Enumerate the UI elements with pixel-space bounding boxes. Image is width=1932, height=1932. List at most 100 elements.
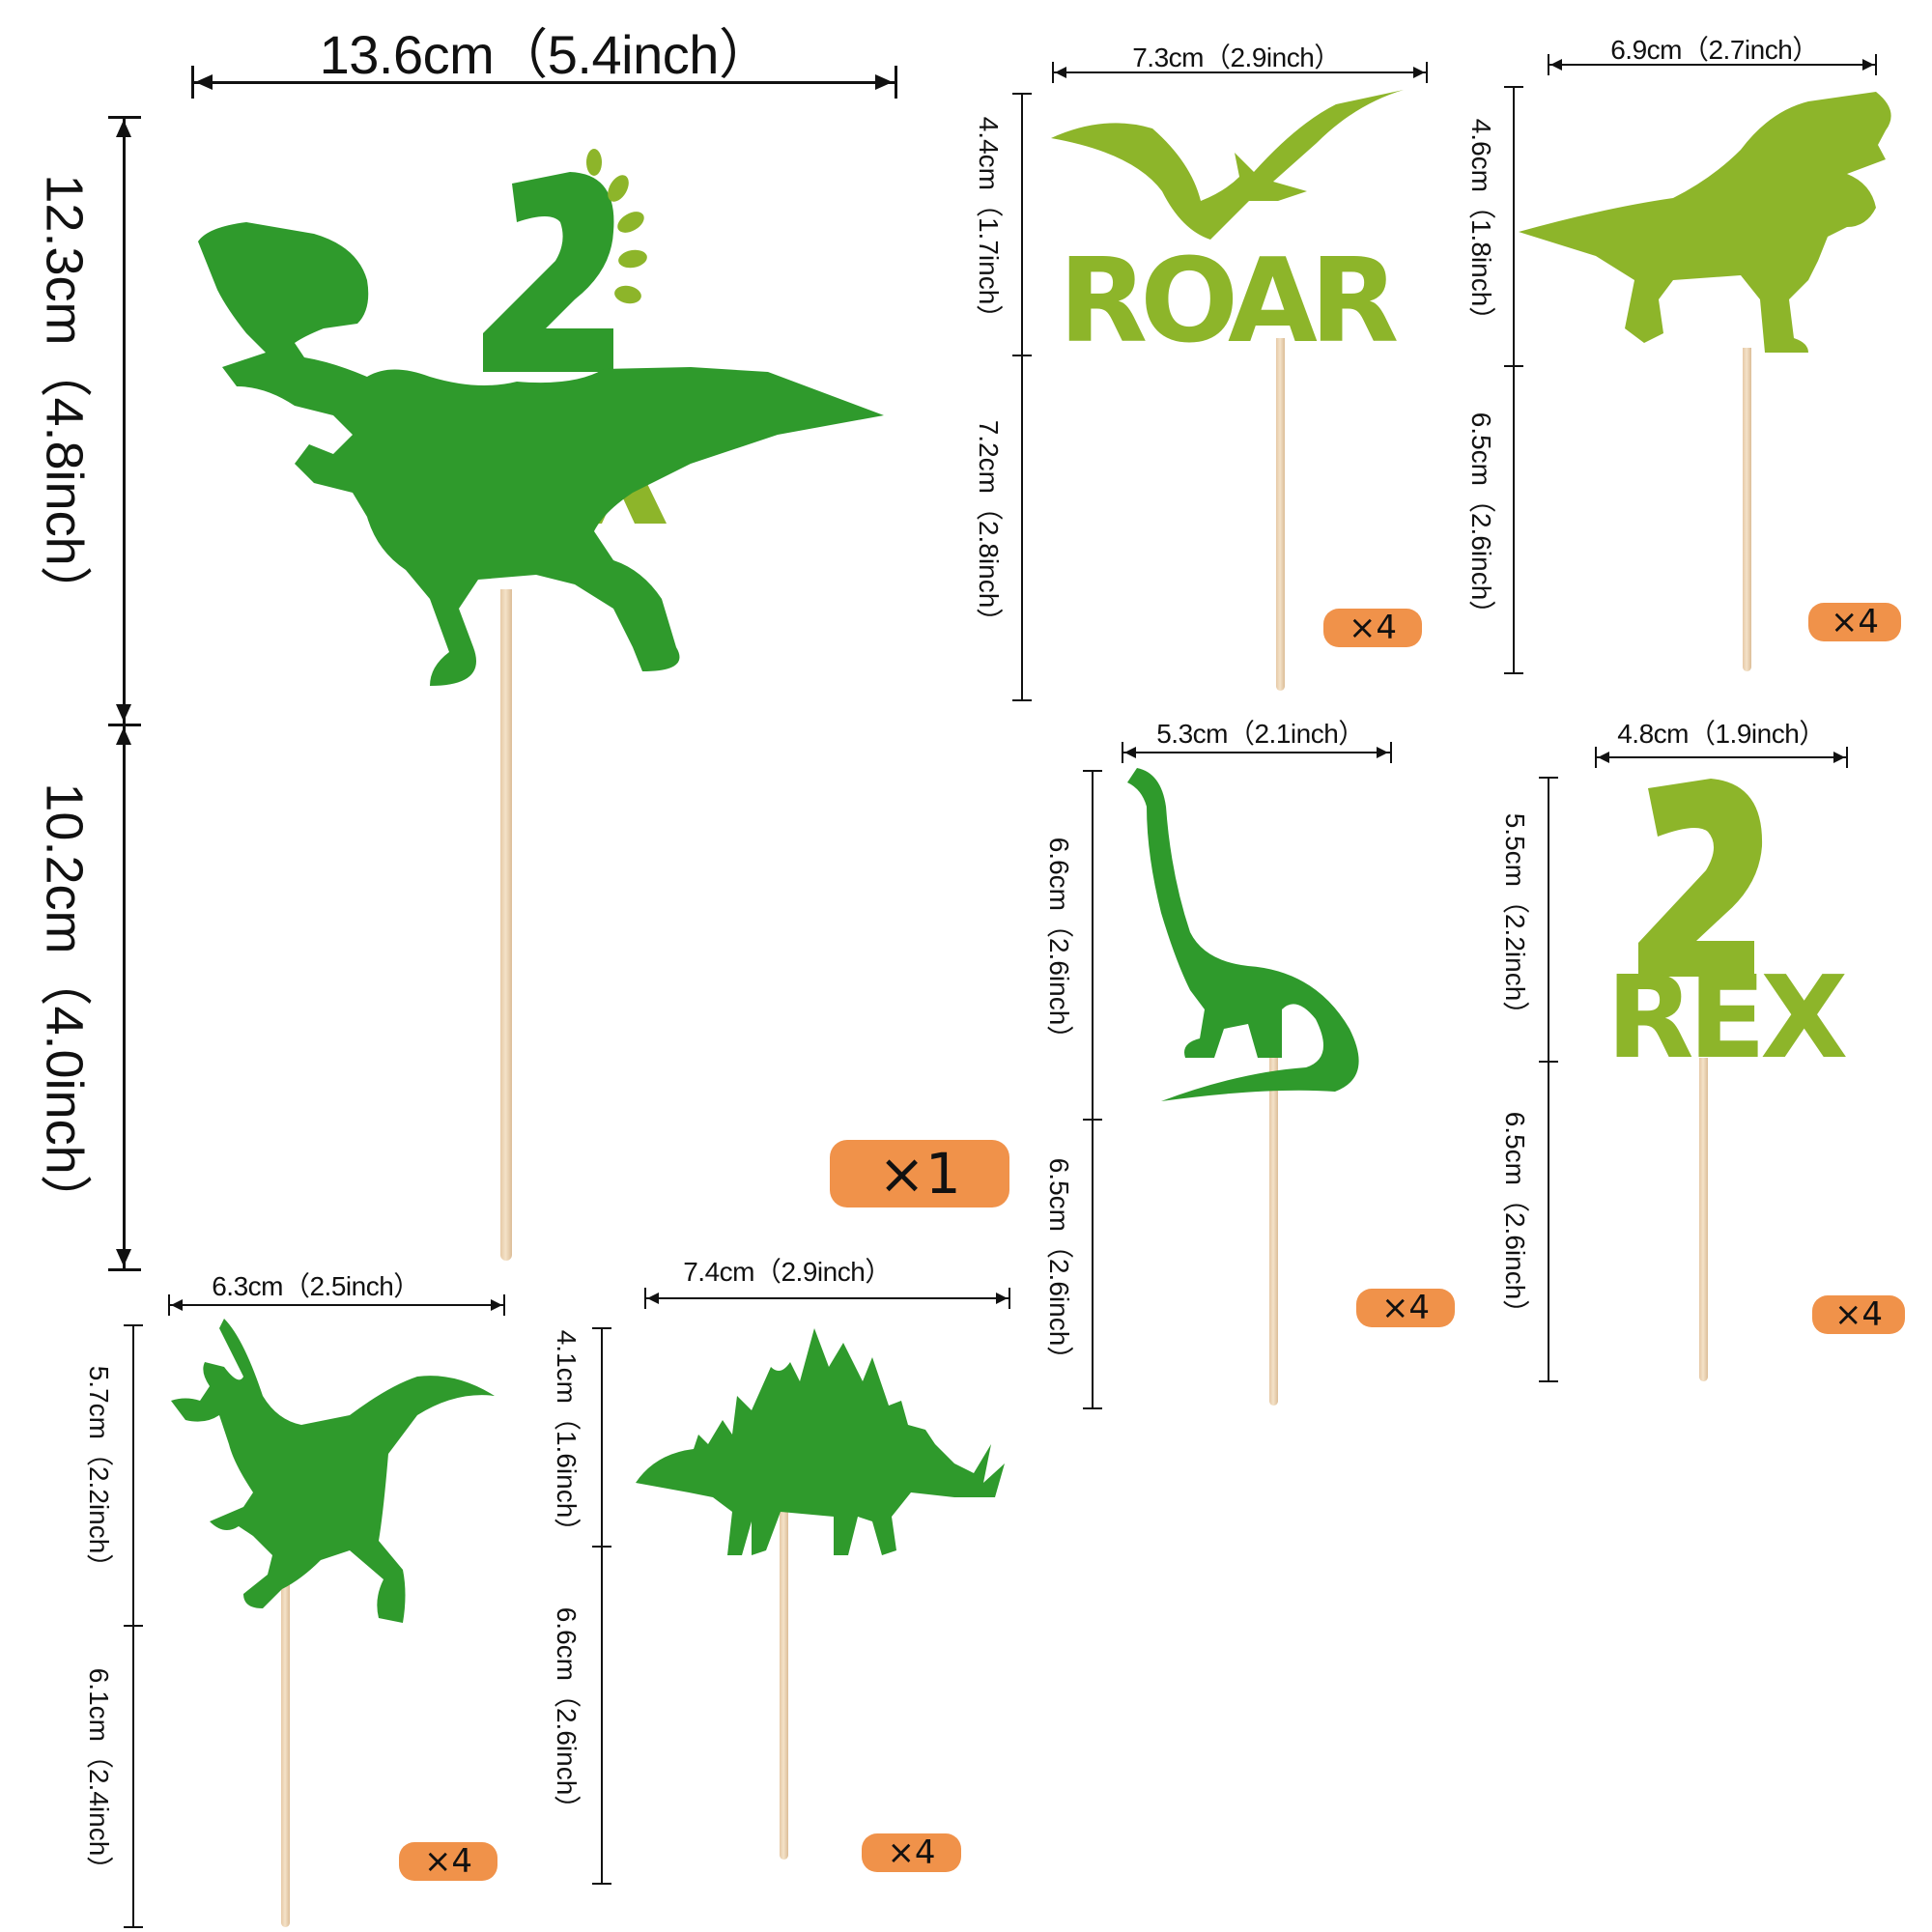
- dimension-tick: [124, 1324, 143, 1326]
- stick-length-label: 6.6cm（2.6inch）: [552, 1606, 582, 1823]
- dimension-tick: [1875, 54, 1877, 75]
- dimension-tick: [644, 1288, 646, 1309]
- svg-text:ROAR: ROAR: [1059, 235, 1397, 355]
- dimension-tick: [1426, 62, 1428, 83]
- wooden-stick: [1276, 338, 1285, 691]
- dimension-tick: [1052, 62, 1054, 83]
- arrow-left-icon: [1124, 747, 1136, 758]
- arrow-right-icon: [875, 74, 893, 90]
- arrow-right-icon: [491, 1299, 502, 1311]
- height-dimension-line: [1021, 94, 1023, 700]
- dimension-tick: [191, 66, 194, 99]
- arrow-left-icon: [1598, 752, 1609, 763]
- wooden-stick: [1699, 1058, 1708, 1381]
- arrow-right-icon: [1377, 747, 1388, 758]
- topper-height-label: 5.5cm（2.2inch）: [1500, 812, 1530, 1029]
- width-label: 13.6cm（5.4inch）: [319, 24, 773, 85]
- arrow-left-icon: [1550, 59, 1562, 71]
- quantity-badge: ×4: [399, 1842, 497, 1881]
- dimension-tick: [1539, 1380, 1558, 1382]
- dimension-tick: [592, 1327, 611, 1329]
- dimension-tick: [1390, 742, 1392, 763]
- width-dimension-line: [1122, 752, 1391, 753]
- dimension-tick: [1012, 699, 1032, 701]
- stick-length-label: 6.5cm（2.6inch）: [1044, 1157, 1074, 1374]
- width-label: 6.3cm（2.5inch）: [212, 1271, 420, 1301]
- dimension-tick: [1539, 777, 1558, 779]
- dimension-tick: [1504, 672, 1523, 674]
- dimension-tick: [1083, 1119, 1102, 1121]
- width-label: 7.3cm（2.9inch）: [1132, 43, 1341, 72]
- dimension-tick: [168, 1294, 170, 1316]
- raptor-topper-icon: [171, 1319, 495, 1623]
- width-dimension-line: [169, 1304, 504, 1306]
- dimension-tick: [1083, 1407, 1102, 1409]
- dimension-tick: [1009, 1288, 1010, 1309]
- dimension-tick: [592, 1883, 611, 1885]
- arrow-down-icon: [116, 704, 131, 722]
- brontosaurus-topper-icon: [1127, 768, 1359, 1101]
- trex-topper-icon: [1519, 92, 1891, 353]
- width-dimension-line: [1053, 71, 1427, 73]
- dimension-tick: [895, 66, 897, 99]
- quantity-badge: ×1: [830, 1140, 1009, 1208]
- stick-length-label: 6.5cm（2.6inch）: [1500, 1111, 1530, 1327]
- dimension-tick: [108, 116, 141, 119]
- svg-text:REX: REX: [1606, 951, 1846, 1061]
- stick-length-label: 10.2cm（4.0inch）: [35, 782, 94, 1227]
- trex-2rex-topper-icon: [198, 149, 884, 686]
- dimension-tick: [1012, 355, 1032, 356]
- arrow-left-icon: [1055, 67, 1066, 78]
- width-label: 7.4cm（2.9inch）: [683, 1257, 892, 1287]
- wooden-stick: [281, 1546, 290, 1927]
- topper-height-label: 4.4cm（1.7inch）: [974, 116, 1004, 332]
- stick-length-label: 7.2cm（2.8inch）: [974, 419, 1004, 636]
- stick-length-label: 6.5cm（2.6inch）: [1466, 412, 1496, 628]
- quantity-badge: ×4: [1323, 609, 1422, 647]
- 2-rex-topper-icon: REX: [1606, 779, 1849, 1061]
- dimension-tick: [124, 1926, 143, 1928]
- height-dimension-line: [601, 1328, 603, 1884]
- arrow-right-icon: [996, 1293, 1008, 1304]
- dimension-tick: [108, 1268, 141, 1271]
- arrow-up-icon: [116, 120, 131, 137]
- width-label: 6.9cm（2.7inch）: [1610, 35, 1819, 65]
- dimension-tick: [592, 1546, 611, 1548]
- wooden-stick: [1269, 1024, 1278, 1406]
- topper-height-label: 4.6cm（1.8inch）: [1466, 118, 1496, 334]
- width-dimension-line: [193, 81, 896, 84]
- quantity-badge: ×4: [862, 1833, 961, 1872]
- arrow-down-icon: [116, 1249, 131, 1266]
- width-label: 4.8cm（1.9inch）: [1617, 719, 1826, 749]
- topper-height-label: 4.1cm（1.6inch）: [552, 1329, 582, 1546]
- dimension-tick: [1012, 93, 1032, 95]
- stick-length-label: 6.1cm（2.4inch）: [84, 1667, 114, 1884]
- width-dimension-line: [645, 1297, 1009, 1299]
- height-dimension-line: [1513, 87, 1515, 673]
- stegosaurus-topper-icon: [636, 1328, 1005, 1555]
- arrow-left-icon: [171, 1299, 183, 1311]
- height-dimension-line: [123, 118, 126, 1270]
- topper-height-label: 5.7cm（2.2inch）: [84, 1365, 114, 1581]
- dimension-tick: [1083, 770, 1102, 772]
- dimension-tick: [124, 1625, 143, 1627]
- arrow-right-icon: [1413, 67, 1425, 78]
- arrow-right-icon: [1833, 752, 1845, 763]
- dimension-tick: [1548, 54, 1549, 75]
- dimension-tick: [1504, 86, 1523, 88]
- dimension-tick: [1846, 747, 1848, 768]
- arrow-left-icon: [195, 74, 213, 90]
- dimension-tick: [1122, 742, 1123, 763]
- wooden-stick: [500, 589, 512, 1261]
- height-dimension-line: [1092, 771, 1094, 1408]
- pterodactyl-roar-topper-icon: ROAR: [1051, 90, 1405, 355]
- width-dimension-line: [1596, 756, 1847, 758]
- dimension-tick: [1539, 1061, 1558, 1063]
- arrow-left-icon: [647, 1293, 659, 1304]
- dimension-tick: [503, 1294, 505, 1316]
- wooden-stick: [1743, 348, 1751, 671]
- dimension-tick: [1504, 365, 1523, 367]
- arrow-right-icon: [1862, 59, 1874, 71]
- wooden-stick: [780, 1492, 788, 1860]
- arrow-up-icon: [116, 727, 131, 745]
